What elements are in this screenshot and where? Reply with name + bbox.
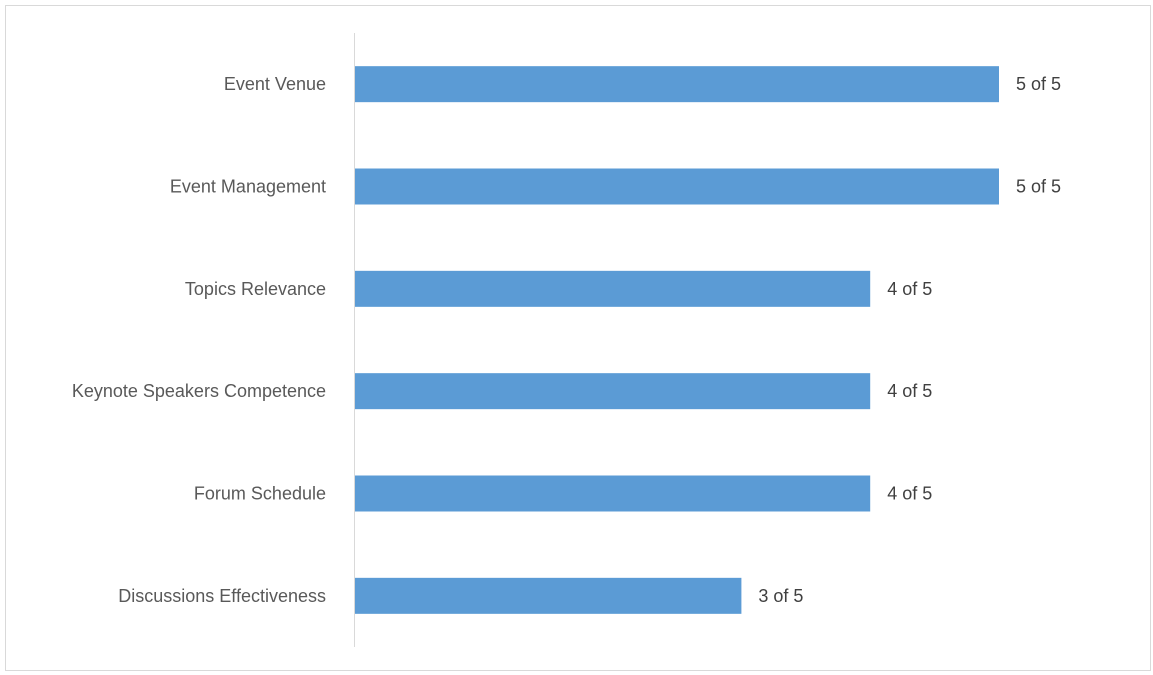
- data-label: 4 of 5: [887, 381, 932, 401]
- chart-frame: [5, 5, 1151, 671]
- category-label: Keynote Speakers Competence: [72, 381, 326, 401]
- category-labels-group: Event Venue Event Management Topics Releva…: [72, 74, 326, 606]
- data-label: 5 of 5: [1016, 177, 1061, 197]
- bar: [355, 475, 871, 512]
- bar: [355, 373, 871, 410]
- data-labels-group: 5 of 5 5 of 5 4 of 5 4 of 5 4 of 5 3 of 5: [758, 74, 1061, 606]
- category-label: Forum Schedule: [194, 484, 326, 504]
- bar: [355, 270, 871, 307]
- bar: [355, 577, 742, 614]
- bar: [355, 168, 999, 205]
- category-label: Discussions Effectiveness: [118, 586, 326, 606]
- data-label: 4 of 5: [887, 279, 932, 299]
- bar: [355, 66, 999, 103]
- data-label: 4 of 5: [887, 484, 932, 504]
- category-label: Event Management: [170, 177, 326, 197]
- data-label: 5 of 5: [1016, 74, 1061, 94]
- category-label: Event Venue: [224, 74, 326, 94]
- data-label: 3 of 5: [758, 586, 803, 606]
- bars-group: [355, 66, 999, 614]
- category-label: Topics Relevance: [185, 279, 326, 299]
